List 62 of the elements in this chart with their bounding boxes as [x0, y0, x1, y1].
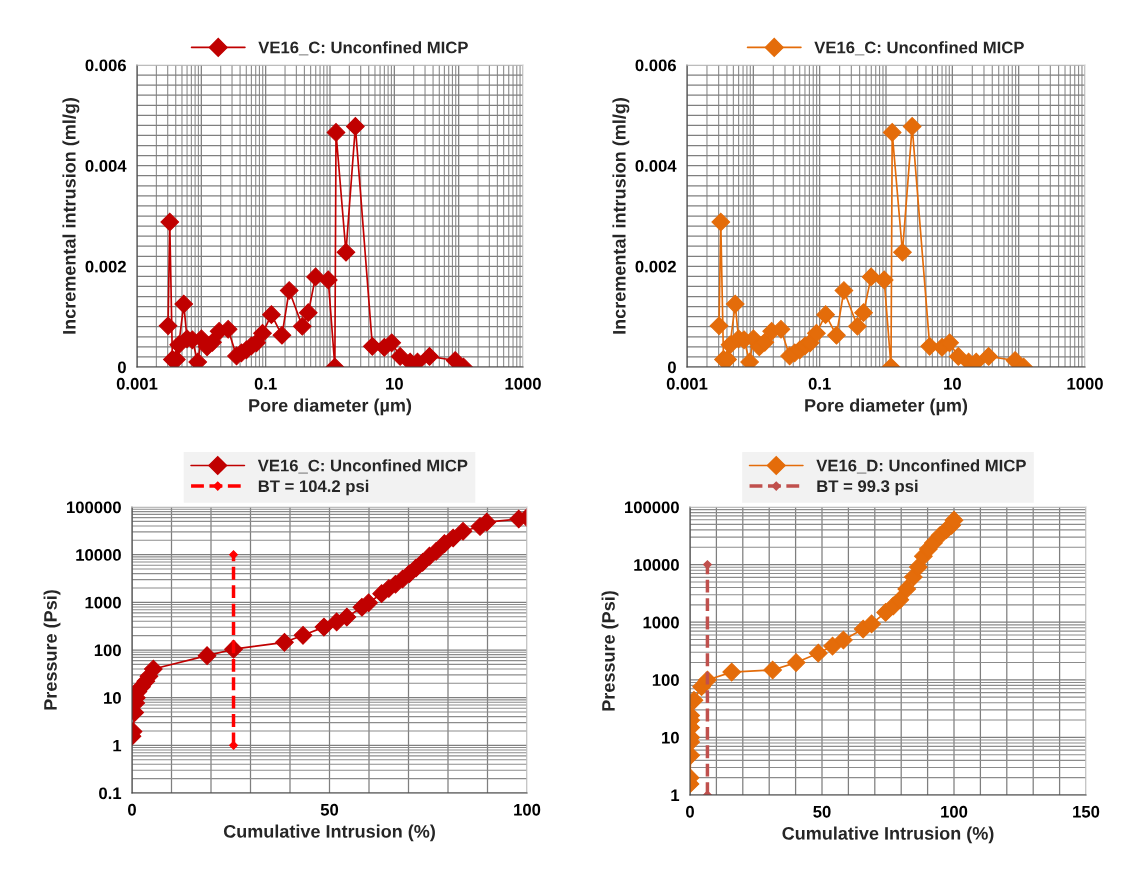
x-tick-label: 100 [514, 803, 541, 816]
x-tick-label: 0.1 [254, 377, 277, 390]
y-tick-label: 0.1 [99, 787, 122, 800]
legend-label: BT = 104.2 psi [258, 479, 369, 496]
y-tick-label: 1000 [85, 596, 121, 609]
x-axis-title: Pore diameter (µm) [249, 398, 412, 416]
x-tick-label: 0 [686, 805, 694, 818]
y-tick-label: 10000 [634, 559, 679, 571]
y-tick-label: 0.004 [85, 160, 127, 172]
legend-label: VE16_C: Unconfined MICP [814, 41, 1024, 56]
legend-label: BT = 99.3 psi [817, 479, 918, 496]
x-tick-label: 50 [813, 805, 831, 818]
x-tick-label: 100 [941, 805, 968, 818]
point [275, 632, 294, 652]
y-axis-title: Pressure (Psi) [43, 590, 61, 710]
x-axis-title: Cumulative Intrusion (%) [782, 826, 994, 844]
y-tick-label: 100 [94, 644, 121, 657]
point [823, 636, 842, 656]
point [443, 528, 463, 548]
y-axis-title: Incremental intrusion (ml/g) [62, 98, 80, 334]
x-tick-label: 10 [386, 377, 403, 390]
y-tick-label: 0.006 [85, 59, 126, 72]
point [197, 646, 217, 666]
y-tick-label: 0 [117, 361, 126, 374]
point [314, 617, 334, 637]
y-tick-label: 10000 [76, 549, 121, 561]
x-tick-label: 50 [320, 803, 339, 816]
y-tick-label: 1 [113, 739, 122, 752]
y-tick-label: 1000 [643, 616, 679, 629]
point [834, 630, 853, 650]
x-tick-label: 0.1 [808, 377, 831, 390]
legend-label: VE16_C: Unconfined MICP [258, 41, 468, 56]
point [862, 614, 881, 634]
x-tick-label: 1000 [1067, 377, 1103, 390]
x-tick-label: 0.001 [666, 377, 708, 390]
x-tick-label: 1000 [505, 377, 541, 390]
x-tick-label: 0 [128, 803, 136, 816]
y-tick-label: 0.002 [635, 260, 676, 273]
x-tick-label: 0.001 [116, 377, 158, 390]
point [897, 579, 917, 599]
y-tick-label: 100000 [625, 501, 679, 514]
x-axis-title: Cumulative Intrusion (%) [223, 824, 435, 842]
y-tick-label: 100 [652, 674, 679, 686]
x-tick-label: 150 [1073, 805, 1100, 818]
legend-label: VE16_C: Unconfined MICP [257, 459, 468, 474]
y-tick-label: 1 [671, 789, 680, 802]
y-tick-label: 10 [104, 692, 121, 704]
y-axis-title: Pressure (Psi) [601, 591, 619, 711]
y-tick-label: 0 [667, 361, 676, 374]
y-tick-label: 10 [662, 731, 679, 744]
point [293, 625, 313, 645]
point [890, 590, 910, 610]
y-tick-label: 0.006 [635, 59, 676, 72]
y-axis-title: Incremental intrusion (ml/g) [612, 98, 630, 334]
y-tick-label: 0.004 [635, 160, 677, 172]
point [453, 521, 473, 541]
legend-label: VE16_D: Unconfined MICP [816, 459, 1026, 474]
point [337, 607, 357, 627]
x-axis-title: Pore diameter (µm) [805, 398, 968, 416]
y-tick-label: 0.002 [85, 260, 126, 273]
y-tick-label: 100000 [67, 501, 121, 514]
x-tick-label: 10 [944, 377, 961, 390]
